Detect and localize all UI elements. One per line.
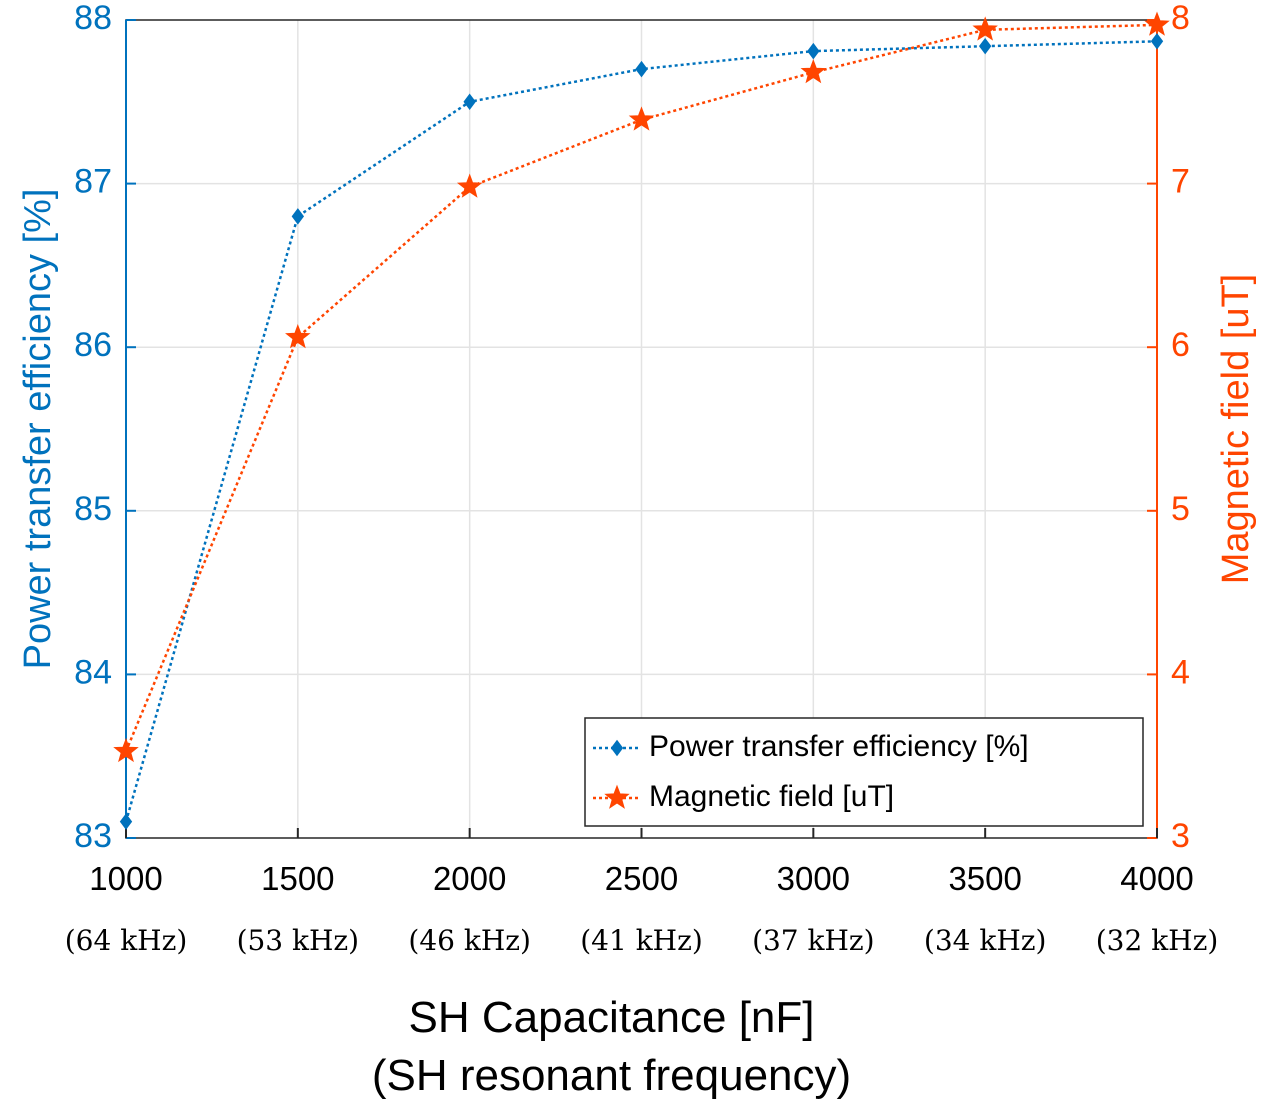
x-tick-sublabel: (64 kHz) — [65, 924, 188, 957]
legend-box — [584, 717, 1144, 827]
legend-item: Magnetic field [uT] — [593, 780, 894, 813]
data-point-star — [113, 737, 139, 763]
y-tick-label-left: 84 — [74, 653, 112, 691]
x-tick-sublabel: (41 kHz) — [580, 924, 703, 957]
data-point-diamond — [119, 813, 133, 830]
data-point-diamond — [807, 42, 820, 60]
legend-label: Magnetic field [uT] — [649, 780, 894, 813]
data-point-star — [604, 784, 630, 809]
y-tick-label-right: 3 — [1171, 817, 1190, 855]
data-point-diamond — [610, 739, 624, 757]
x-tick-sublabel: (34 kHz) — [924, 924, 1047, 957]
x-axis: 1000 (64 kHz) 1500 (53 kHz) 2000 (46 kHz) 2500… — [65, 828, 1219, 957]
x-tick-label: 2000 — [433, 860, 506, 897]
data-point-diamond — [1150, 33, 1164, 50]
series-2 — [113, 11, 1170, 763]
data-point-star — [1144, 11, 1170, 36]
y-tick-label-left: 85 — [74, 490, 112, 528]
y-tick-label-right: 8 — [1171, 0, 1190, 37]
y-tick-label-left: 83 — [74, 817, 112, 855]
data-point-star — [285, 323, 311, 349]
x-tick-sublabel: (32 kHz) — [1096, 924, 1219, 957]
data-point-diamond — [978, 37, 992, 55]
x-tick-sublabel: (37 kHz) — [752, 924, 875, 957]
y-tick-label-left: 86 — [74, 326, 112, 364]
x-tick-label: 3500 — [948, 860, 1021, 897]
series-layer — [113, 11, 1170, 830]
x-tick-label: 4000 — [1120, 860, 1193, 897]
legend-label: Power transfer efficiency [%] — [649, 730, 1029, 763]
x-tick-sublabel: (46 kHz) — [408, 924, 531, 957]
x-tick-sublabel: (53 kHz) — [237, 924, 360, 957]
right-axis: 3 4 5 6 7 8 — [1147, 0, 1190, 855]
series-1 — [119, 33, 1164, 830]
left-axis: 83 84 85 86 87 88 — [74, 0, 136, 855]
x-tick-label: 2500 — [605, 860, 678, 897]
x-tick-label: 1500 — [261, 860, 334, 897]
y-axis-title-left: Power transfer efficiency [%] — [17, 189, 59, 670]
y-tick-label-right: 4 — [1171, 653, 1190, 691]
grid — [126, 20, 1157, 838]
x-axis-title-line2: (SH resonant frequency) — [372, 1051, 851, 1100]
data-point-star — [800, 58, 827, 84]
y-tick-label-right: 5 — [1171, 490, 1190, 528]
x-tick-label: 3000 — [777, 860, 850, 897]
data-point-star — [628, 106, 655, 131]
data-point-diamond — [291, 208, 305, 225]
y-tick-label-left: 88 — [74, 0, 112, 37]
x-axis-title: SH Capacitance [nF] — [409, 993, 815, 1042]
data-point-diamond — [635, 60, 648, 78]
y-tick-label-right: 7 — [1171, 163, 1190, 201]
y-axis-title-right: Magnetic field [uT] — [1215, 274, 1257, 584]
y-tick-label-right: 6 — [1171, 326, 1190, 364]
data-point-diamond — [463, 93, 476, 111]
y-tick-label-left: 87 — [74, 163, 112, 201]
data-point-star — [972, 16, 998, 41]
x-tick-label: 1000 — [89, 860, 162, 897]
legend: Power transfer efficiency [%] Magnetic fi… — [584, 717, 1144, 827]
data-point-star — [456, 173, 483, 198]
legend-item: Power transfer efficiency [%] — [593, 730, 1029, 763]
